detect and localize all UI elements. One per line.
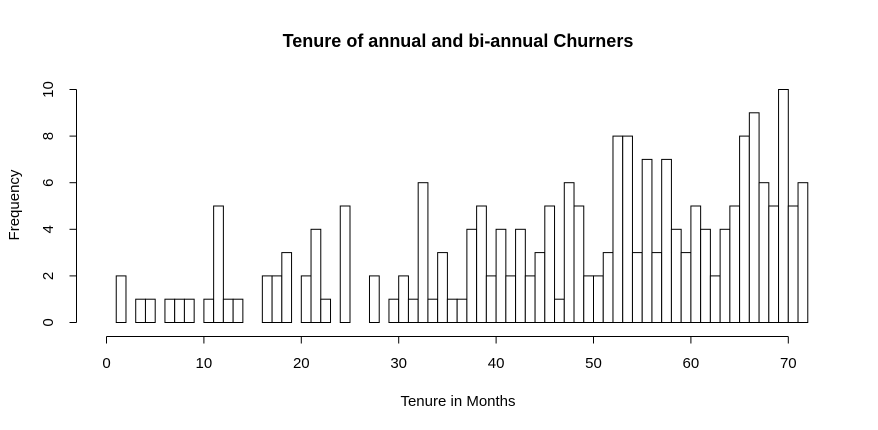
histogram-bar [261, 275, 273, 323]
x-axis-label: Tenure in Months [400, 393, 515, 410]
x-tick-label: 50 [585, 355, 602, 372]
histogram-bar [476, 205, 487, 323]
histogram-bar [534, 252, 546, 324]
x-tick-label: 70 [780, 355, 797, 372]
histogram-bar [641, 158, 653, 323]
histogram-bar [368, 275, 380, 323]
histogram-bar [505, 275, 517, 323]
histogram-bar [203, 298, 215, 324]
histogram-bar [778, 89, 789, 323]
histogram-bar [524, 275, 536, 323]
histogram-bar [320, 298, 332, 324]
histogram-bar [573, 205, 585, 323]
histogram-bar [232, 298, 244, 324]
x-tick-label: 30 [390, 355, 407, 372]
histogram-bar [339, 205, 351, 323]
histogram-bar [300, 275, 312, 323]
histogram-bar [437, 252, 448, 324]
histogram-bar [485, 275, 497, 323]
histogram-bar [417, 182, 429, 323]
histogram-bar [427, 298, 439, 324]
histogram-bar [680, 252, 692, 324]
histogram-bar [602, 252, 614, 324]
x-tick-label: 10 [196, 355, 213, 372]
histogram-bar [719, 228, 731, 323]
histogram-bar [281, 252, 293, 324]
histogram-bar [115, 275, 127, 323]
histogram-bar [690, 205, 702, 323]
x-tick-label: 20 [293, 355, 310, 372]
histogram-bar [135, 298, 146, 324]
histogram-bar [554, 298, 565, 324]
histogram-bar [544, 205, 556, 323]
histogram-bar [144, 298, 156, 324]
histogram-bar [213, 205, 224, 323]
histogram-bar [797, 182, 809, 323]
x-axis: 0 10 20 30 40 50 60 70 [102, 336, 797, 372]
histogram-bar [661, 158, 672, 323]
histogram-bar [622, 135, 633, 323]
histogram-bar [563, 182, 575, 323]
histogram-bar [739, 135, 750, 323]
x-tick-label: 60 [683, 355, 700, 372]
y-tick-label: 2 [40, 272, 57, 280]
histogram-bar [446, 298, 458, 324]
y-tick-label: 0 [40, 318, 57, 326]
x-tick-label: 0 [102, 355, 110, 372]
histogram-bar [670, 228, 682, 323]
histogram-bar [271, 275, 283, 323]
histogram-bar [593, 275, 604, 323]
histogram-bar [768, 205, 780, 323]
histogram-bar [651, 252, 663, 324]
histogram-bar [183, 298, 195, 324]
histogram-bar [631, 252, 643, 324]
histogram-bar [709, 275, 721, 323]
x-tick-label: 40 [488, 355, 505, 372]
y-tick-label: 6 [40, 179, 57, 187]
y-tick-label: 10 [40, 81, 57, 98]
histogram-bar [456, 298, 468, 324]
histogram-bar [164, 298, 176, 324]
histogram-bar [495, 228, 507, 323]
histogram-bar [407, 298, 419, 324]
histogram-bar [222, 298, 234, 324]
chart-title: Tenure of annual and bi-annual Churners [283, 31, 634, 51]
y-axis: 0 2 4 6 8 10 [40, 81, 77, 327]
histogram-bar [310, 228, 322, 323]
histogram-bar [174, 298, 185, 324]
bar-group [115, 89, 809, 324]
histogram-bar [700, 228, 711, 323]
histogram-bar [729, 205, 741, 323]
histogram-bar [583, 275, 595, 323]
histogram-bar [515, 228, 526, 323]
histogram-bar [748, 112, 760, 323]
histogram-bar [398, 275, 409, 323]
y-tick-label: 8 [40, 132, 57, 140]
histogram-bar [612, 135, 624, 323]
y-axis-label: Frequency [6, 169, 23, 240]
histogram-bar [787, 205, 799, 323]
histogram-bar [758, 182, 770, 323]
histogram-bar [466, 228, 478, 323]
histogram-bar [388, 298, 400, 324]
y-tick-label: 4 [40, 225, 57, 233]
